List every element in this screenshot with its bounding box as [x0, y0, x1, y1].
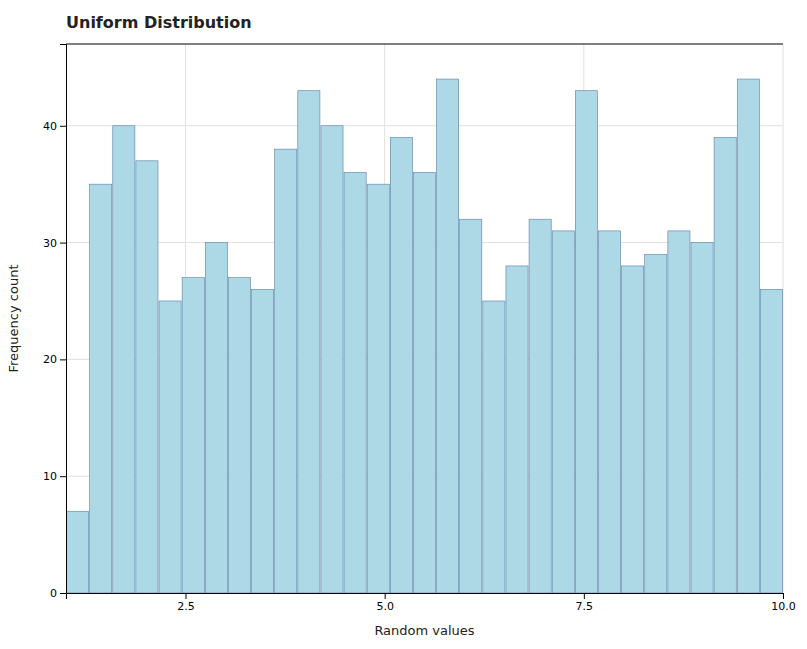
tick-mark	[783, 593, 784, 599]
tick-label: 10.0	[771, 600, 796, 613]
tick: 0	[50, 587, 66, 600]
bar	[67, 511, 89, 593]
bar	[575, 91, 597, 593]
bar	[760, 289, 782, 593]
bar	[90, 184, 112, 593]
tick-mark	[186, 593, 187, 599]
bars	[67, 79, 783, 593]
axis-line	[60, 45, 67, 594]
tick-label: 10	[43, 470, 57, 483]
tick-mark	[60, 243, 66, 244]
tick-mark	[385, 593, 386, 599]
tick-label: 30	[43, 237, 57, 250]
grid	[66, 44, 783, 593]
bar	[390, 137, 412, 593]
tick-label: 5.0	[376, 600, 394, 613]
bar	[714, 137, 736, 593]
tick-label: 7.5	[576, 600, 594, 613]
bar	[228, 278, 250, 593]
tick-mark	[60, 476, 66, 477]
bar	[506, 266, 528, 593]
bar	[205, 243, 227, 593]
chart: 2.5 5.0 7.5 10.0 0 10 20 30 40 Uniform Distributi…	[0, 0, 807, 649]
axis-line	[67, 594, 784, 600]
tick-mark	[60, 593, 66, 594]
tick-label: 20	[43, 353, 57, 366]
bar	[298, 91, 320, 593]
bar	[483, 301, 505, 593]
frame-line	[66, 44, 783, 45]
tick-label: 2.5	[177, 600, 195, 613]
title: Uniform Distribution	[66, 13, 252, 32]
tick: 5.0	[376, 593, 394, 613]
bar	[529, 219, 551, 593]
bar	[159, 301, 181, 593]
tick-label: 40	[43, 120, 57, 133]
tick: 10	[43, 470, 66, 483]
tick-mark	[584, 593, 585, 599]
bar	[136, 161, 158, 593]
bar	[275, 149, 297, 593]
tick-mark	[60, 126, 66, 127]
x-axis: 2.5 5.0 7.5 10.0	[67, 593, 796, 613]
bar	[737, 79, 759, 593]
bar	[645, 254, 667, 593]
bar	[460, 219, 482, 593]
bar	[113, 126, 135, 593]
tick: 2.5	[177, 593, 195, 613]
y-axis-title: Frequency count	[6, 265, 21, 373]
bar	[182, 278, 204, 593]
x-axis-title: Random values	[374, 623, 474, 638]
bar	[252, 289, 274, 593]
bar	[691, 243, 713, 593]
bar	[598, 231, 620, 593]
tick: 10.0	[771, 593, 796, 613]
bar	[552, 231, 574, 593]
bar	[367, 184, 389, 593]
tick: 7.5	[576, 593, 594, 613]
tick: 40	[43, 120, 66, 133]
tick-label: 0	[50, 587, 57, 600]
tick: 20	[43, 353, 66, 366]
tick-mark	[60, 359, 66, 360]
bar	[344, 172, 366, 593]
grid-line	[66, 125, 783, 126]
bar	[321, 126, 343, 593]
y-axis: 0 10 20 30 40	[43, 45, 67, 601]
plot: 2.5 5.0 7.5 10.0 0 10 20 30 40	[43, 44, 796, 613]
bar	[668, 231, 690, 593]
bar	[413, 172, 435, 593]
tick: 30	[43, 237, 66, 250]
bar	[437, 79, 459, 593]
bar	[622, 266, 644, 593]
